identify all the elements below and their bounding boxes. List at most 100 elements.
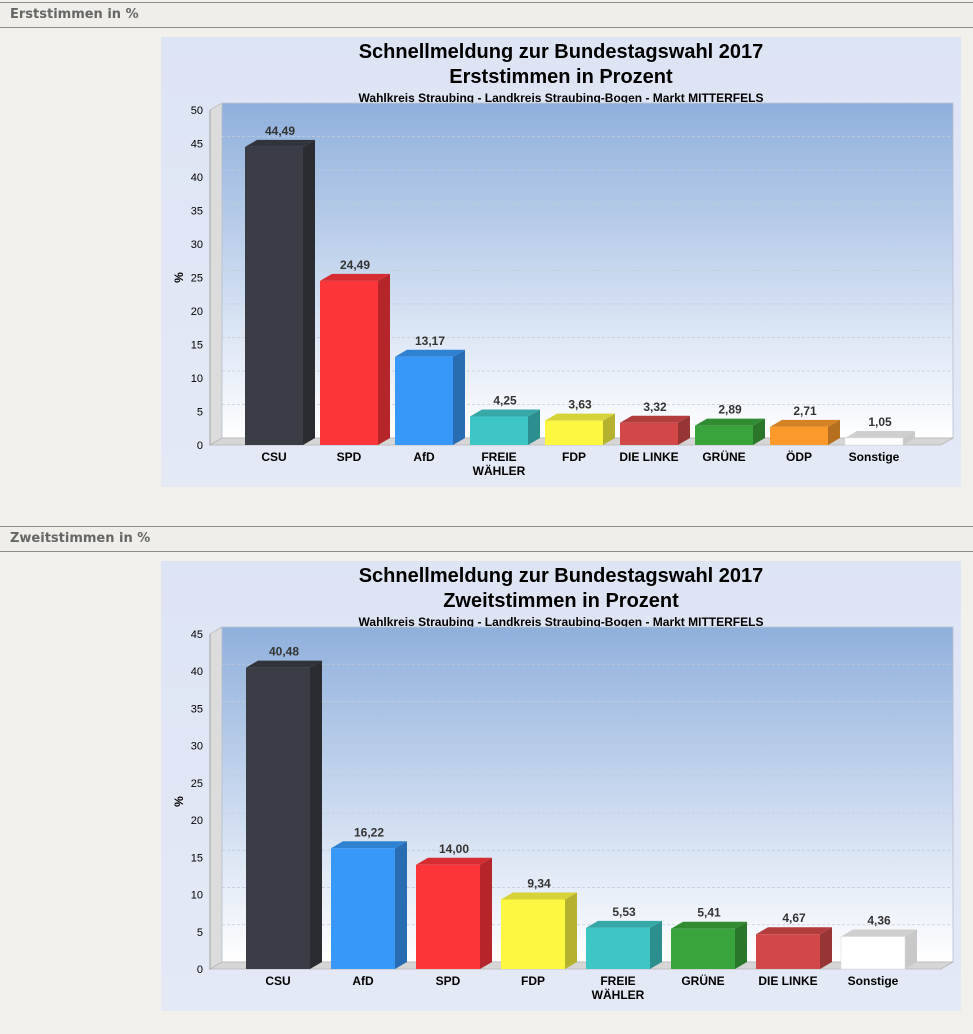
bar-group — [586, 920, 662, 969]
bar-side — [678, 415, 690, 445]
data-label: 44,49 — [265, 124, 295, 138]
y-tick-label: 45 — [191, 139, 203, 151]
data-label: 16,22 — [354, 825, 384, 839]
chart-svg: Schnellmeldung zur Bundestagswahl 2017 Er… — [161, 37, 961, 487]
chart-svg: Schnellmeldung zur Bundestagswahl 2017 Zw… — [161, 561, 961, 1011]
bar-side — [603, 413, 615, 445]
y-tick-label: 0 — [197, 964, 203, 976]
bar-group — [770, 419, 840, 445]
bar-top — [845, 430, 915, 438]
bar — [245, 146, 303, 445]
bar-group — [756, 927, 832, 969]
chart-subtitle: Wahlkreis Straubing - Landkreis Straubin… — [359, 615, 764, 629]
chart-erststimmen: Schnellmeldung zur Bundestagswahl 2017 Er… — [161, 37, 961, 487]
bar-top — [620, 415, 690, 423]
bar-group — [470, 409, 540, 445]
data-label: 24,49 — [340, 258, 370, 272]
data-label: 5,41 — [697, 906, 721, 920]
y-tick-label: 15 — [191, 340, 203, 352]
y-tick-label: 45 — [191, 629, 203, 641]
y-tick-label: 5 — [197, 407, 203, 419]
y-tick-label: 25 — [191, 273, 203, 285]
y-tick-label: 10 — [191, 890, 203, 902]
bar-side — [905, 929, 917, 969]
bar-side — [528, 409, 540, 445]
bar-top — [695, 418, 765, 426]
x-tick-label: WÄHLER — [592, 987, 645, 1002]
data-label: 3,32 — [643, 400, 667, 414]
x-tick-label: SPD — [337, 450, 362, 464]
bar-top — [320, 273, 390, 281]
bar-side — [820, 927, 832, 969]
bar-top — [416, 857, 492, 865]
bar — [586, 927, 650, 969]
x-tick-label: FDP — [521, 974, 545, 988]
section-header-erststimmen: Erststimmen in % — [0, 2, 973, 28]
x-tick-label: AfD — [352, 974, 374, 988]
chart-zweitstimmen: Schnellmeldung zur Bundestagswahl 2017 Zw… — [161, 561, 961, 1011]
bar — [470, 416, 528, 445]
bar — [246, 667, 310, 969]
bar-side — [303, 139, 315, 445]
y-tick-label: 20 — [191, 306, 203, 318]
x-tick-label: FREIE — [481, 450, 516, 464]
bar — [395, 356, 453, 445]
bar — [545, 420, 603, 445]
bar-group — [620, 415, 690, 445]
bar — [770, 426, 828, 445]
bar — [695, 425, 753, 445]
bar — [501, 899, 565, 969]
bar-top — [756, 927, 832, 935]
bar-top — [470, 409, 540, 417]
bar — [756, 934, 820, 969]
y-tick-label: 30 — [191, 741, 203, 753]
chart-side-wall — [209, 102, 223, 446]
bar-side — [753, 418, 765, 445]
y-tick-label: 5 — [197, 927, 203, 939]
chart-title: Schnellmeldung zur Bundestagswahl 2017 — [359, 565, 764, 587]
data-label: 13,17 — [415, 334, 445, 348]
chart-side-wall — [209, 626, 223, 970]
bar-group — [695, 418, 765, 445]
x-tick-label: CSU — [261, 450, 286, 464]
bar-side — [735, 921, 747, 969]
y-tick-label: 30 — [191, 239, 203, 251]
section-header-zweitstimmen: Zweitstimmen in % — [0, 526, 973, 552]
data-label: 40,48 — [269, 645, 299, 659]
bar-top — [331, 841, 407, 849]
data-label: 4,36 — [867, 914, 891, 928]
bar — [416, 864, 480, 969]
x-tick-label: DIE LINKE — [758, 974, 817, 988]
bar-group — [416, 857, 492, 969]
bar-group — [545, 413, 615, 445]
x-tick-label: Sonstige — [848, 974, 899, 988]
bar — [840, 936, 906, 970]
bar-top — [245, 139, 315, 147]
bar-top — [395, 349, 465, 357]
y-tick-label: 15 — [191, 852, 203, 864]
y-tick-label: 40 — [191, 666, 203, 678]
data-label: 4,67 — [782, 911, 806, 925]
x-tick-label: GRÜNE — [681, 973, 724, 988]
bar-top — [671, 921, 747, 929]
x-tick-label: GRÜNE — [702, 449, 745, 464]
bar — [331, 848, 395, 969]
x-tick-label: FREIE — [600, 974, 635, 988]
bar-group — [671, 921, 747, 969]
data-label: 9,34 — [527, 876, 551, 890]
bar-side — [310, 660, 322, 969]
y-tick-label: 20 — [191, 815, 203, 827]
chart-title-2: Zweitstimmen in Prozent — [443, 590, 679, 612]
bar-top — [770, 419, 840, 427]
x-tick-label: FDP — [562, 450, 586, 464]
data-label: 2,71 — [793, 404, 817, 418]
bar-side — [903, 430, 915, 445]
y-tick-label: 50 — [191, 105, 203, 117]
bar-top — [841, 929, 917, 937]
bar-side — [378, 273, 390, 445]
data-label: 1,05 — [868, 415, 892, 429]
bar-top — [586, 920, 662, 928]
y-tick-label: 35 — [191, 703, 203, 715]
y-axis-label: % — [172, 272, 186, 283]
bar-group — [840, 929, 917, 970]
